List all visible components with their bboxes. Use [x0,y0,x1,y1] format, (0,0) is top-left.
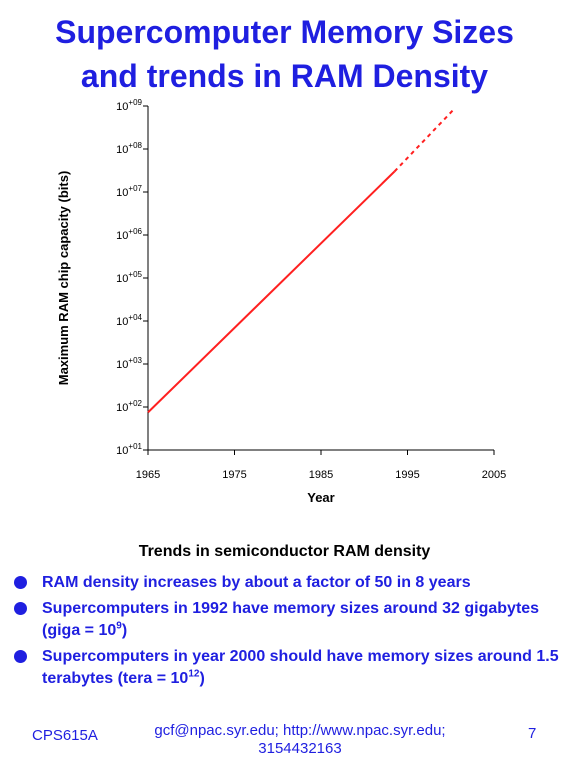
section-heading: Trends in semiconductor RAM density [138,543,431,560]
bullet-superscript: 9 [116,620,122,632]
bullet-dot-icon [14,650,27,663]
bullet-item: RAM density increases by about a factor … [14,572,559,594]
x-tick-label: 1985 [309,469,333,481]
slide-title-line-2: and trends in RAM Density [80,58,489,94]
footer-contact-line-2: 3154432163 [258,740,342,757]
y-tick-label: 10+05 [116,270,142,285]
y-tick-label: 10+04 [116,313,142,328]
footer-contact-line-1: gcf@npac.syr.edu; http://www.npac.syr.ed… [154,722,446,739]
y-tick-label: 10+06 [116,227,142,242]
bullet-text: Supercomputers in 1992 have memory sizes… [42,600,540,639]
page-number: 7 [528,725,537,742]
bullet-text-tail: ) [199,670,205,687]
slide-title-line-1: Supercomputer Memory Sizes [55,14,514,50]
bullet-dot-icon [14,602,27,615]
chart-axes [147,106,494,451]
projected-trend-line [393,107,456,173]
x-tick-label: 1965 [136,469,160,481]
x-tick-label: 2005 [482,469,506,481]
bullet-text: Supercomputers in year 2000 should have … [42,648,559,687]
y-tick-label: 10+03 [116,356,142,371]
bullet-dot-icon [14,576,27,589]
slide-title: Supercomputer Memory Sizes and trends in… [0,10,569,98]
bullet-text: RAM density increases by about a factor … [42,574,471,591]
bullet-superscript: 12 [188,668,200,680]
y-tick-label: 10+07 [116,184,142,199]
y-tick-label: 10+09 [116,98,142,113]
ram-density-chart: 10+01 10+02 10+03 10+04 10+05 10+06 10+07 10+08… [56,98,506,505]
x-axis-label: Year [307,490,334,505]
x-tick-label: 1975 [222,469,246,481]
chart-series [147,107,456,414]
bullet-item: Supercomputers in year 2000 should have … [14,646,559,690]
footer-contact: gcf@npac.syr.edu; http://www.npac.syr.ed… [120,722,480,758]
bullet-item: Supercomputers in 1992 have memory sizes… [14,598,559,642]
x-tick-label: 1995 [395,469,419,481]
trend-line [147,170,396,414]
y-tick-label: 10+01 [116,442,142,457]
y-axis-label: Maximum RAM chip capacity (bits) [56,171,71,386]
x-axis-ticks: 1965 1975 1985 1995 2005 [136,450,506,481]
y-tick-label: 10+08 [116,141,142,156]
bullet-text-tail: ) [121,622,128,639]
footer-course-code: CPS615A [32,727,98,744]
y-tick-label: 10+02 [116,399,142,414]
bullet-list: RAM density increases by about a factor … [14,572,559,694]
y-axis-ticks: 10+01 10+02 10+03 10+04 10+05 10+06 10+07 10+08… [116,98,148,457]
